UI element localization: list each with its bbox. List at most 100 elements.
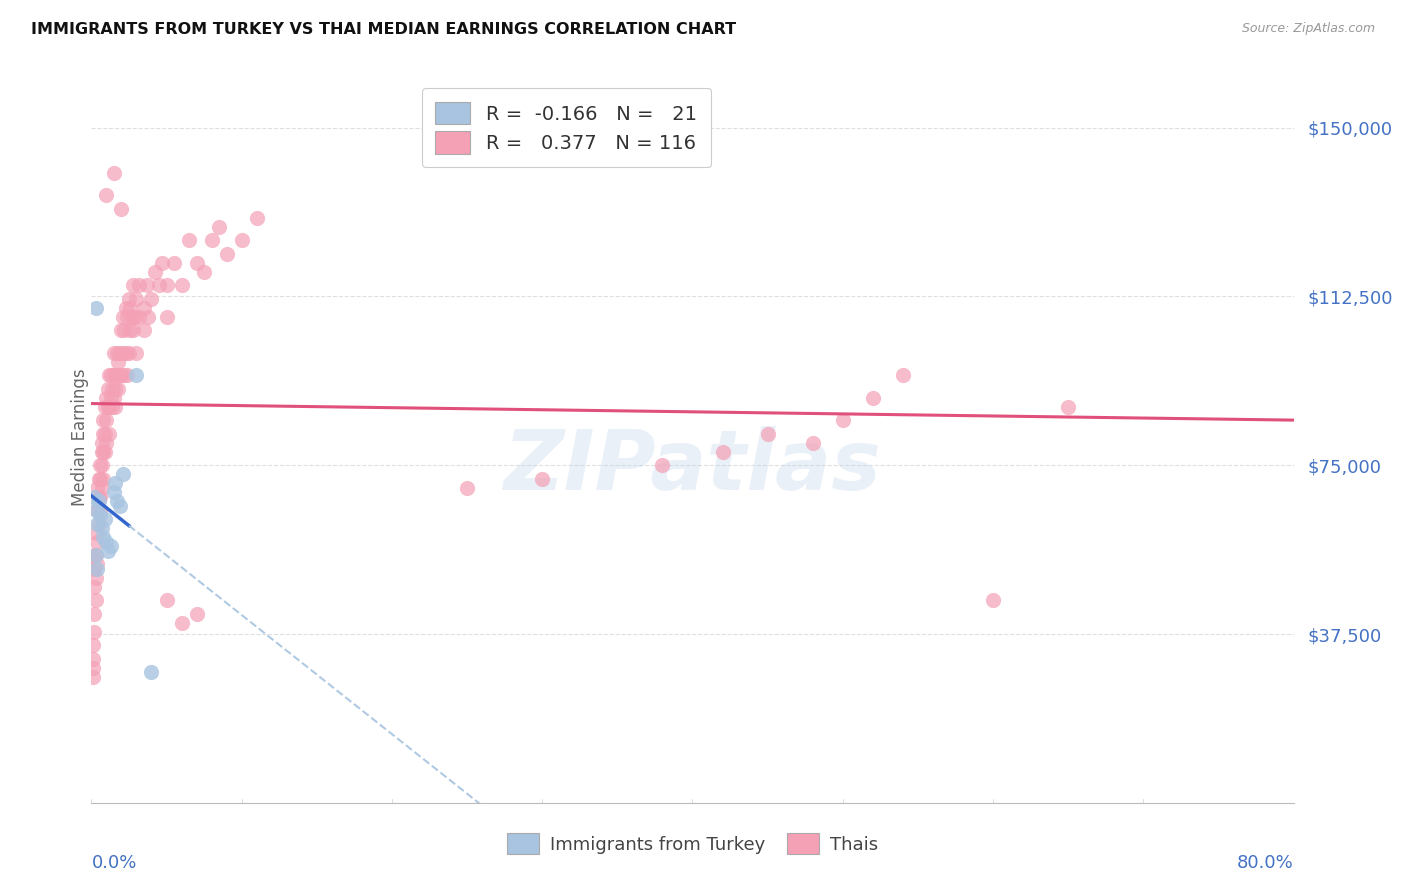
Point (90, 481, 112, 495)
Point (103, 166, 125, 180)
Point (103, 368, 125, 383)
Text: 80.0%: 80.0% (1237, 854, 1294, 872)
Point (107, 382, 129, 396)
Point (108, 345, 131, 359)
Point (118, 345, 141, 359)
Point (83, 580, 105, 594)
Text: ZIPatlas: ZIPatlas (503, 425, 882, 507)
Point (107, 354, 129, 368)
Point (1057, 400, 1080, 414)
Point (87, 472, 110, 486)
Point (84, 548, 107, 562)
Point (96, 534, 118, 549)
Point (186, 607, 208, 621)
Point (84, 503, 107, 517)
Point (83, 548, 105, 562)
Point (117, 368, 139, 383)
Point (186, 255, 208, 269)
Point (215, 246, 238, 260)
Point (981, 593, 1004, 607)
Text: IMMIGRANTS FROM TURKEY VS THAI MEDIAN EARNINGS CORRELATION CHART: IMMIGRANTS FROM TURKEY VS THAI MEDIAN EA… (31, 22, 737, 37)
Point (100, 391, 122, 405)
Point (122, 323, 145, 337)
Point (89, 503, 111, 517)
Point (136, 278, 159, 293)
Point (98, 400, 121, 414)
Point (155, 593, 177, 607)
Point (84, 571, 107, 585)
Point (891, 368, 914, 383)
Point (115, 301, 138, 315)
Point (87, 490, 110, 504)
Point (141, 292, 163, 306)
Point (104, 400, 127, 414)
Point (651, 458, 673, 473)
Point (97, 543, 120, 558)
Point (84, 301, 107, 315)
Point (114, 368, 136, 383)
Point (86, 534, 108, 549)
Point (531, 472, 554, 486)
Point (114, 323, 136, 337)
Legend: Immigrants from Turkey, Thais: Immigrants from Turkey, Thais (498, 824, 887, 863)
Point (111, 467, 134, 482)
Point (89, 472, 111, 486)
Point (97, 400, 120, 414)
Point (101, 382, 124, 396)
Point (96, 435, 118, 450)
Point (84, 593, 107, 607)
Point (862, 391, 884, 405)
Point (115, 345, 138, 359)
Point (121, 310, 143, 324)
Point (94, 444, 117, 458)
Point (89, 458, 111, 473)
Point (82, 670, 104, 684)
Point (103, 391, 125, 405)
Text: 0.0%: 0.0% (91, 854, 136, 872)
Point (94, 400, 117, 414)
Point (155, 310, 177, 324)
Point (90, 435, 112, 450)
Point (94, 426, 117, 441)
Point (90, 444, 112, 458)
Point (128, 310, 150, 324)
Point (89, 508, 111, 522)
Point (170, 278, 193, 293)
Point (103, 485, 125, 500)
Point (93, 444, 115, 458)
Point (96, 391, 118, 405)
Point (132, 323, 155, 337)
Point (141, 665, 163, 680)
Point (93, 472, 115, 486)
Point (150, 255, 173, 269)
Point (90, 521, 112, 535)
Point (120, 301, 142, 315)
Point (163, 255, 186, 269)
Text: Source: ZipAtlas.com: Source: ZipAtlas.com (1241, 22, 1375, 36)
Point (105, 345, 128, 359)
Point (98, 368, 121, 383)
Point (87, 516, 110, 531)
Point (125, 345, 148, 359)
Point (170, 615, 193, 630)
Point (201, 233, 224, 247)
Point (105, 494, 128, 508)
Point (246, 211, 269, 225)
Point (801, 435, 824, 450)
Point (93, 413, 115, 427)
Point (93, 530, 115, 544)
Point (111, 345, 134, 359)
Point (84, 525, 107, 540)
Y-axis label: Median Earnings: Median Earnings (72, 368, 89, 506)
Point (97, 382, 120, 396)
Point (86, 516, 108, 531)
Point (86, 503, 108, 517)
Point (83, 562, 105, 576)
Point (122, 278, 145, 293)
Point (87, 494, 110, 508)
Point (82, 661, 104, 675)
Point (101, 400, 124, 414)
Point (100, 539, 122, 553)
Point (132, 301, 155, 315)
Point (96, 413, 118, 427)
